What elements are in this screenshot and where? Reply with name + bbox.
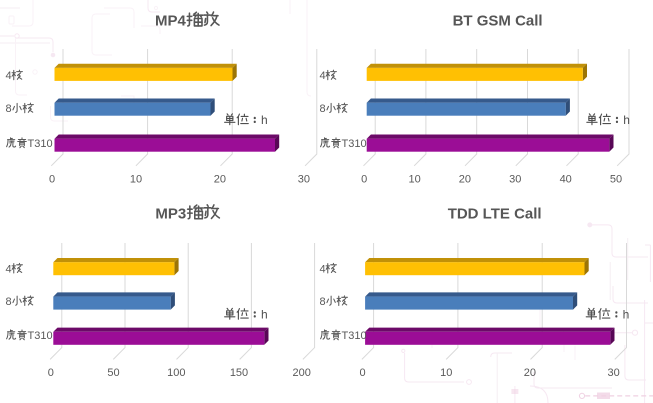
svg-text:h: h <box>261 113 268 127</box>
svg-text:0: 0 <box>49 174 55 186</box>
svg-text:20: 20 <box>524 367 536 379</box>
svg-text:TDD LTE Call: TDD LTE Call <box>448 205 542 222</box>
svg-text:50: 50 <box>107 367 119 379</box>
svg-text:100: 100 <box>167 367 185 379</box>
svg-text:T310: T310 <box>28 138 53 150</box>
svg-text:20: 20 <box>214 174 226 186</box>
svg-text:T310: T310 <box>28 330 53 342</box>
svg-text:0: 0 <box>48 367 54 379</box>
svg-text:MP4: MP4 <box>155 13 187 30</box>
svg-text:T310: T310 <box>342 330 367 342</box>
svg-text:0: 0 <box>361 174 367 186</box>
svg-text:4: 4 <box>6 70 12 82</box>
svg-text:BT GSM Call: BT GSM Call <box>453 13 543 30</box>
svg-text:T310: T310 <box>342 138 367 150</box>
svg-text:30: 30 <box>298 174 310 186</box>
svg-text:h: h <box>623 308 630 322</box>
svg-text:150: 150 <box>230 367 248 379</box>
svg-text:20: 20 <box>459 174 471 186</box>
svg-text:0: 0 <box>360 367 366 379</box>
svg-text:50: 50 <box>610 174 622 186</box>
svg-text:40: 40 <box>560 174 572 186</box>
svg-text:4: 4 <box>320 263 326 275</box>
svg-text:8: 8 <box>6 103 12 115</box>
svg-text:8: 8 <box>320 296 326 308</box>
svg-text:MP3: MP3 <box>155 205 186 222</box>
svg-text:10: 10 <box>440 367 452 379</box>
svg-text:8: 8 <box>6 296 12 308</box>
svg-text:8: 8 <box>320 103 326 115</box>
svg-text:200: 200 <box>293 367 311 379</box>
svg-text:4: 4 <box>6 263 12 275</box>
svg-text:30: 30 <box>607 367 619 379</box>
svg-text:30: 30 <box>509 174 521 186</box>
svg-text:10: 10 <box>408 174 420 186</box>
svg-text:4: 4 <box>320 70 326 82</box>
svg-text:h: h <box>623 113 630 127</box>
svg-text:h: h <box>261 308 268 322</box>
svg-text:10: 10 <box>130 174 142 186</box>
